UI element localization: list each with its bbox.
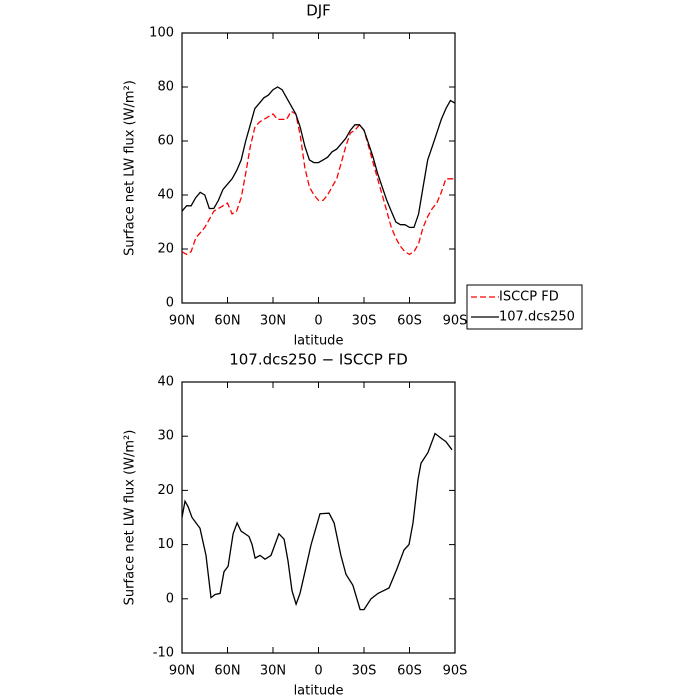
y-tick-label: -10 xyxy=(153,646,174,661)
x-tick-label: 90S xyxy=(443,664,468,679)
y-tick-label: 60 xyxy=(157,134,174,149)
y-tick-label: 100 xyxy=(149,26,174,41)
legend-label: 107.dcs250 xyxy=(499,310,575,325)
x-tick-label: 30S xyxy=(352,664,377,679)
data-line xyxy=(181,86,456,229)
chart-title: 107.dcs250 − ISCCP FD xyxy=(229,351,408,369)
plot-frame xyxy=(181,32,456,304)
data-line xyxy=(181,110,455,256)
y-tick-label: 20 xyxy=(157,242,174,257)
y-tick-label: 80 xyxy=(157,80,174,95)
x-tick-label: 60N xyxy=(214,664,240,679)
x-tick-label: 0 xyxy=(314,664,322,679)
x-tick-label: 30S xyxy=(352,314,377,329)
chart-title: DJF xyxy=(306,2,331,20)
x-tick-label: 0 xyxy=(314,314,322,329)
x-tick-label: 60S xyxy=(397,664,422,679)
x-tick-label: 60N xyxy=(214,314,240,329)
y-tick-label: 20 xyxy=(157,483,174,498)
x-axis-label: latitude xyxy=(294,334,344,349)
x-tick-label: 90S xyxy=(443,314,468,329)
y-tick-label: 10 xyxy=(157,537,174,552)
legend-box xyxy=(466,284,583,330)
x-axis-label: latitude xyxy=(294,684,344,699)
y-tick-label: 0 xyxy=(166,296,174,311)
y-tick-label: 0 xyxy=(166,591,174,606)
y-axis-label: Surface net LW flux (W/m²) xyxy=(123,80,138,256)
x-tick-label: 30N xyxy=(260,314,286,329)
y-tick-label: 40 xyxy=(157,188,174,203)
legend-label: ISCCP FD xyxy=(499,290,559,305)
x-tick-label: 90N xyxy=(169,314,195,329)
x-tick-label: 60S xyxy=(397,314,422,329)
y-tick-label: 30 xyxy=(157,429,174,444)
data-line xyxy=(181,432,453,611)
y-axis-label: Surface net LW flux (W/m²) xyxy=(123,430,138,606)
x-tick-label: 30N xyxy=(260,664,286,679)
x-tick-label: 90N xyxy=(169,664,195,679)
y-tick-label: 40 xyxy=(157,375,174,390)
